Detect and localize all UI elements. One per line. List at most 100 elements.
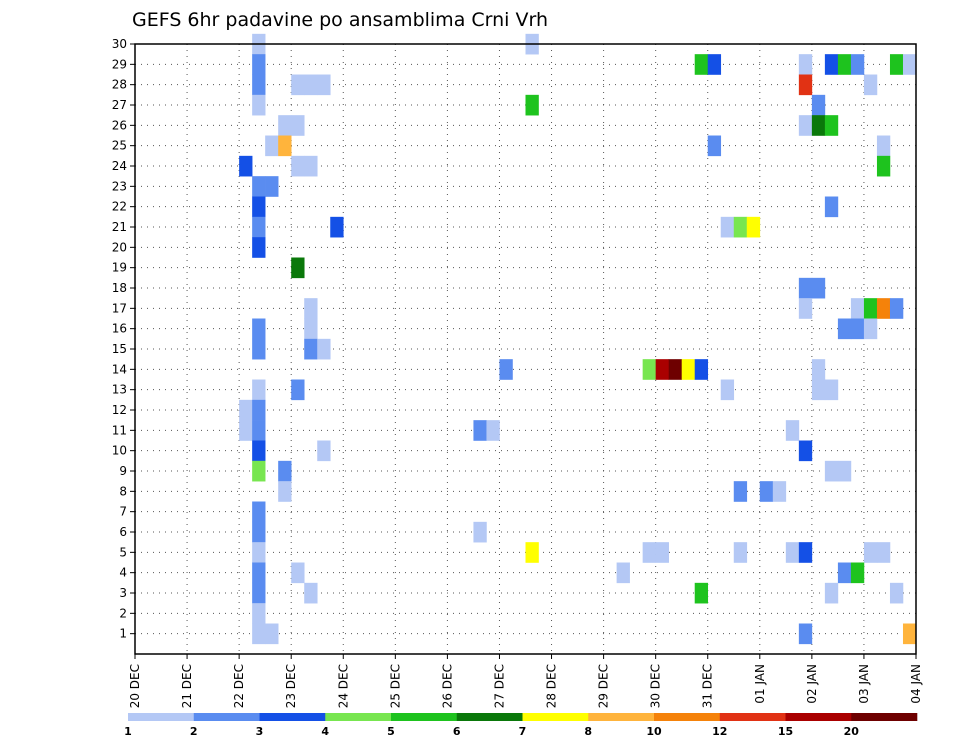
precip-cell	[824, 115, 839, 136]
precip-cell	[265, 176, 279, 197]
data-cells	[239, 33, 917, 645]
y-tick-label: 14	[112, 362, 127, 376]
x-tick-label: 21 DEC	[180, 664, 194, 708]
precip-cell	[733, 216, 748, 238]
precip-cell	[291, 155, 305, 177]
colorbar-label: 12	[712, 725, 727, 738]
precip-cell	[317, 338, 331, 360]
precip-cell	[863, 318, 878, 340]
colorbar-label: 15	[778, 725, 793, 738]
precip-cell	[694, 54, 709, 75]
colorbar-label: 5	[387, 725, 395, 738]
colorbar-swatch	[128, 713, 195, 721]
precip-cell	[850, 54, 865, 75]
precip-cell	[720, 216, 735, 238]
x-tick-label: 24 DEC	[336, 664, 350, 708]
precip-cell	[798, 298, 813, 319]
x-tick-label: 04 JAN	[909, 664, 923, 704]
y-tick-label: 29	[112, 57, 127, 71]
precip-cell	[304, 298, 318, 319]
y-tick-label: 12	[112, 403, 127, 417]
precip-cell	[850, 318, 865, 340]
precip-cell	[252, 74, 266, 96]
precip-cell	[902, 54, 917, 75]
y-tick-label: 19	[112, 261, 127, 275]
y-tick-label: 4	[119, 566, 127, 580]
precip-cell	[278, 115, 292, 136]
colorbar-label: 4	[321, 725, 329, 738]
precip-cell	[486, 420, 500, 441]
precip-cell	[824, 379, 839, 401]
precip-cell	[889, 582, 904, 604]
x-tick-label: 01 JAN	[753, 664, 767, 704]
y-axis: 1234567891011121314151617181920212223242…	[112, 37, 135, 641]
y-tick-label: 6	[119, 525, 127, 539]
precip-cell	[889, 298, 904, 319]
precip-cell	[681, 359, 696, 380]
precip-cell	[798, 54, 813, 75]
precip-cell	[616, 562, 630, 584]
y-tick-label: 1	[119, 627, 127, 641]
precip-cell	[824, 54, 839, 75]
precip-cell	[863, 298, 878, 319]
precip-cell	[252, 440, 266, 462]
y-tick-label: 11	[112, 423, 127, 437]
precip-cell	[824, 196, 839, 218]
precip-cell	[668, 359, 682, 380]
precip-cell	[642, 359, 656, 380]
precip-cell	[252, 94, 266, 116]
y-tick-label: 3	[119, 586, 127, 600]
precip-cell	[291, 115, 305, 136]
precip-cell	[642, 542, 656, 563]
x-tick-label: 28 DEC	[545, 664, 559, 708]
precip-cell	[707, 135, 722, 157]
y-tick-label: 17	[112, 301, 127, 315]
colorbar-swatch	[259, 713, 326, 721]
precip-cell	[785, 542, 800, 563]
precip-cell	[707, 54, 722, 75]
y-tick-label: 26	[112, 118, 127, 132]
precip-cell	[252, 603, 266, 624]
precip-cell	[798, 277, 813, 299]
precip-cell	[252, 176, 266, 197]
precip-cell	[291, 74, 305, 96]
precip-cell	[278, 135, 292, 157]
precip-cell	[330, 216, 344, 238]
precip-cell	[317, 440, 331, 462]
x-axis: 20 DEC 21 DEC 22 DEC 23 DEC 24 DEC 25 DEC 26 D…	[128, 654, 923, 708]
precip-cell	[304, 582, 318, 604]
precip-cell	[291, 257, 305, 279]
precip-cell	[473, 420, 487, 441]
precip-cell	[811, 115, 826, 136]
y-tick-label: 21	[112, 220, 127, 234]
precip-cell	[239, 420, 253, 441]
precip-cell	[811, 379, 826, 401]
y-tick-label: 5	[119, 545, 127, 559]
y-tick-label: 25	[112, 139, 127, 153]
precip-cell	[720, 379, 735, 401]
colorbar-swatch	[391, 713, 458, 721]
y-tick-label: 22	[112, 200, 127, 214]
x-tick-label: 30 DEC	[649, 664, 663, 708]
y-tick-label: 18	[112, 281, 127, 295]
precip-cell	[876, 298, 891, 319]
precip-cell	[291, 562, 305, 584]
precip-cell	[252, 237, 266, 258]
colorbar-label: 7	[519, 725, 527, 738]
precip-cell	[850, 562, 865, 584]
y-tick-label: 13	[112, 383, 127, 397]
precip-cell	[733, 542, 748, 563]
precip-cell	[252, 521, 266, 543]
precip-cell	[798, 115, 813, 136]
x-tick-label: 27 DEC	[492, 664, 506, 708]
precip-cell	[252, 399, 266, 421]
precip-cell	[655, 542, 669, 563]
precip-cell	[837, 562, 852, 584]
x-tick-label: 25 DEC	[388, 664, 402, 708]
x-tick-label: 31 DEC	[701, 664, 715, 708]
colorbar-swatch	[522, 713, 589, 721]
precip-cell	[304, 318, 318, 340]
y-tick-label: 8	[119, 484, 127, 498]
colorbar-swatch	[456, 713, 523, 721]
